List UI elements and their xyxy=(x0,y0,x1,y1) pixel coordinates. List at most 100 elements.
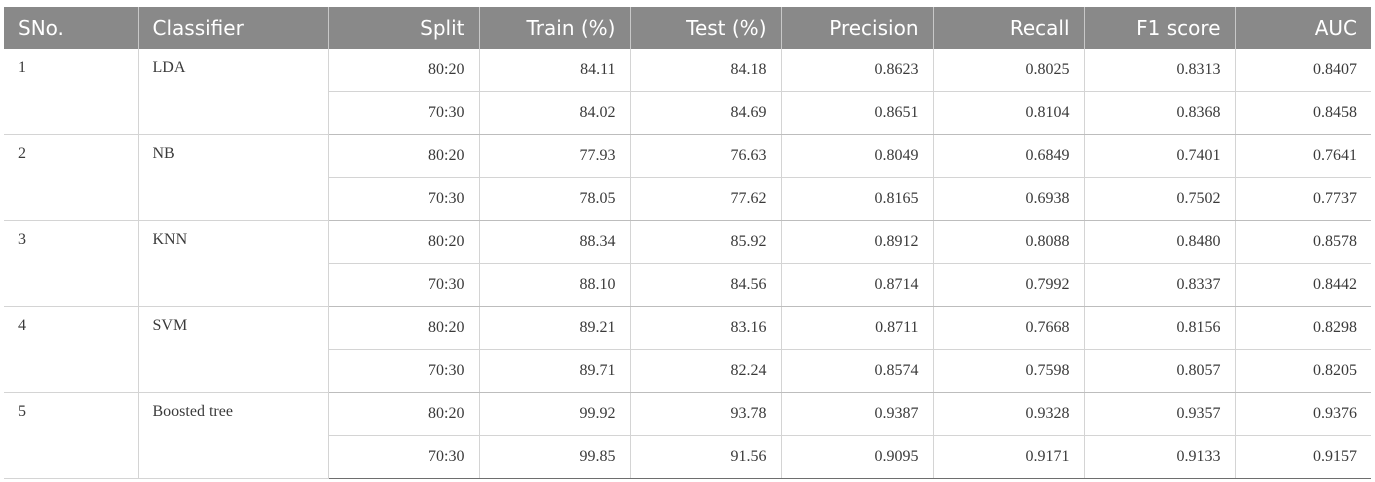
split-cell: 70:30 xyxy=(328,91,480,135)
auc-cell: 0.8458 xyxy=(1235,91,1371,135)
auc-cell: 0.8298 xyxy=(1235,306,1371,350)
f1-cell: 0.7502 xyxy=(1084,177,1236,221)
test-cell: 84.18 xyxy=(630,49,782,92)
classifier-cell: NB xyxy=(138,134,329,221)
table-row: 70:30 84.02 84.69 0.8651 0.8104 0.8368 0… xyxy=(4,91,1371,135)
auc-cell: 0.8407 xyxy=(1235,49,1371,92)
recall-cell: 0.8104 xyxy=(933,91,1085,135)
auc-cell: 0.8205 xyxy=(1235,349,1371,393)
recall-cell: 0.7598 xyxy=(933,349,1085,393)
header-sno: SNo. xyxy=(4,7,139,49)
precision-cell: 0.8651 xyxy=(781,91,934,135)
sno-cell: 3 xyxy=(4,220,139,307)
precision-cell: 0.8574 xyxy=(781,349,934,393)
f1-cell: 0.9133 xyxy=(1084,435,1236,479)
classifier-cell: Boosted tree xyxy=(138,392,329,479)
f1-cell: 0.9357 xyxy=(1084,392,1236,436)
precision-cell: 0.8049 xyxy=(781,134,934,178)
sno-cell: 5 xyxy=(4,392,139,479)
test-cell: 85.92 xyxy=(630,220,782,264)
sno-cell: 2 xyxy=(4,134,139,221)
auc-cell: 0.9376 xyxy=(1235,392,1371,436)
precision-cell: 0.9095 xyxy=(781,435,934,479)
results-table: SNo. Classifier Split Train (%) Test (%)… xyxy=(4,7,1371,479)
auc-cell: 0.8578 xyxy=(1235,220,1371,264)
header-train: Train (%) xyxy=(479,7,631,49)
table-row: 70:30 99.85 91.56 0.9095 0.9171 0.9133 0… xyxy=(4,435,1371,479)
table-row: 70:30 88.10 84.56 0.8714 0.7992 0.8337 0… xyxy=(4,263,1371,307)
recall-cell: 0.8025 xyxy=(933,49,1085,92)
split-cell: 80:20 xyxy=(328,392,480,436)
precision-cell: 0.8623 xyxy=(781,49,934,92)
classifier-cell: SVM xyxy=(138,306,329,393)
test-cell: 82.24 xyxy=(630,349,782,393)
header-row: SNo. Classifier Split Train (%) Test (%)… xyxy=(4,7,1371,49)
table-row: 4 SVM 80:20 89.21 83.16 0.8711 0.7668 0.… xyxy=(4,306,1371,393)
table-row: 3 KNN 80:20 88.34 85.92 0.8912 0.8088 0.… xyxy=(4,220,1371,307)
header-precision: Precision xyxy=(781,7,934,49)
train-cell: 99.92 xyxy=(479,392,631,436)
precision-cell: 0.8714 xyxy=(781,263,934,307)
header-auc: AUC xyxy=(1235,7,1371,49)
test-cell: 91.56 xyxy=(630,435,782,479)
f1-cell: 0.8313 xyxy=(1084,49,1236,92)
table-header: SNo. Classifier Split Train (%) Test (%)… xyxy=(4,7,1371,49)
split-cell: 80:20 xyxy=(328,306,480,350)
f1-cell: 0.8368 xyxy=(1084,91,1236,135)
f1-cell: 0.7401 xyxy=(1084,134,1236,178)
table-body: 1 LDA 80:20 84.11 84.18 0.8623 0.8025 0.… xyxy=(4,49,1371,479)
f1-cell: 0.8337 xyxy=(1084,263,1236,307)
precision-cell: 0.8711 xyxy=(781,306,934,350)
split-cell: 70:30 xyxy=(328,349,480,393)
recall-cell: 0.9328 xyxy=(933,392,1085,436)
f1-cell: 0.8156 xyxy=(1084,306,1236,350)
test-cell: 84.56 xyxy=(630,263,782,307)
precision-cell: 0.9387 xyxy=(781,392,934,436)
split-cell: 80:20 xyxy=(328,220,480,264)
classifier-cell: KNN xyxy=(138,220,329,307)
split-cell: 80:20 xyxy=(328,49,480,92)
test-cell: 83.16 xyxy=(630,306,782,350)
recall-cell: 0.8088 xyxy=(933,220,1085,264)
recall-cell: 0.6938 xyxy=(933,177,1085,221)
sno-cell: 4 xyxy=(4,306,139,393)
precision-cell: 0.8165 xyxy=(781,177,934,221)
recall-cell: 0.7668 xyxy=(933,306,1085,350)
precision-cell: 0.8912 xyxy=(781,220,934,264)
train-cell: 99.85 xyxy=(479,435,631,479)
auc-cell: 0.7737 xyxy=(1235,177,1371,221)
header-recall: Recall xyxy=(933,7,1085,49)
header-test: Test (%) xyxy=(630,7,782,49)
test-cell: 76.63 xyxy=(630,134,782,178)
train-cell: 88.10 xyxy=(479,263,631,307)
header-split: Split xyxy=(328,7,480,49)
f1-cell: 0.8480 xyxy=(1084,220,1236,264)
train-cell: 78.05 xyxy=(479,177,631,221)
header-f1: F1 score xyxy=(1084,7,1236,49)
sno-cell: 1 xyxy=(4,49,139,135)
train-cell: 84.02 xyxy=(479,91,631,135)
f1-cell: 0.8057 xyxy=(1084,349,1236,393)
table-row: 1 LDA 80:20 84.11 84.18 0.8623 0.8025 0.… xyxy=(4,49,1371,135)
recall-cell: 0.7992 xyxy=(933,263,1085,307)
auc-cell: 0.9157 xyxy=(1235,435,1371,479)
header-classifier: Classifier xyxy=(138,7,329,49)
train-cell: 88.34 xyxy=(479,220,631,264)
table-row: 2 NB 80:20 77.93 76.63 0.8049 0.6849 0.7… xyxy=(4,134,1371,221)
split-cell: 80:20 xyxy=(328,134,480,178)
auc-cell: 0.7641 xyxy=(1235,134,1371,178)
split-cell: 70:30 xyxy=(328,177,480,221)
train-cell: 89.21 xyxy=(479,306,631,350)
recall-cell: 0.6849 xyxy=(933,134,1085,178)
test-cell: 84.69 xyxy=(630,91,782,135)
train-cell: 77.93 xyxy=(479,134,631,178)
auc-cell: 0.8442 xyxy=(1235,263,1371,307)
train-cell: 84.11 xyxy=(479,49,631,92)
test-cell: 77.62 xyxy=(630,177,782,221)
test-cell: 93.78 xyxy=(630,392,782,436)
split-cell: 70:30 xyxy=(328,263,480,307)
recall-cell: 0.9171 xyxy=(933,435,1085,479)
table-row: 5 Boosted tree 80:20 99.92 93.78 0.9387 … xyxy=(4,392,1371,479)
split-cell: 70:30 xyxy=(328,435,480,479)
train-cell: 89.71 xyxy=(479,349,631,393)
